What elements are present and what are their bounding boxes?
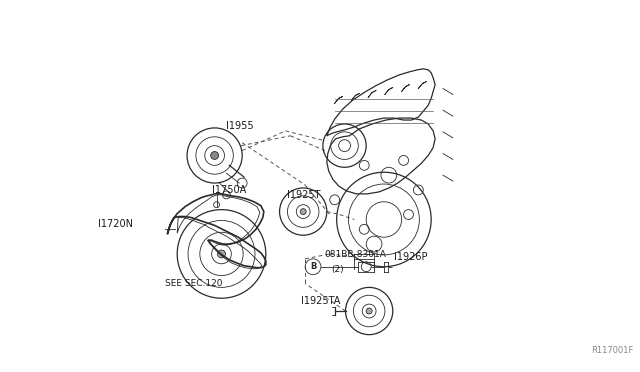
- Text: I1925T: I1925T: [287, 190, 321, 200]
- Text: I1955: I1955: [227, 121, 254, 131]
- Text: I1926P: I1926P: [394, 252, 428, 262]
- Circle shape: [366, 308, 372, 314]
- Text: 081BB-8301A: 081BB-8301A: [325, 250, 387, 259]
- Circle shape: [300, 209, 306, 215]
- Text: SEE SEC.120: SEE SEC.120: [165, 279, 223, 288]
- Text: I1750A: I1750A: [212, 185, 246, 195]
- Text: I1925TA: I1925TA: [301, 296, 340, 306]
- Circle shape: [218, 250, 225, 258]
- Circle shape: [211, 151, 218, 160]
- Text: B: B: [310, 262, 316, 271]
- Text: R117001F: R117001F: [591, 346, 633, 355]
- Text: I1720N: I1720N: [99, 219, 134, 229]
- Text: (2): (2): [331, 264, 344, 274]
